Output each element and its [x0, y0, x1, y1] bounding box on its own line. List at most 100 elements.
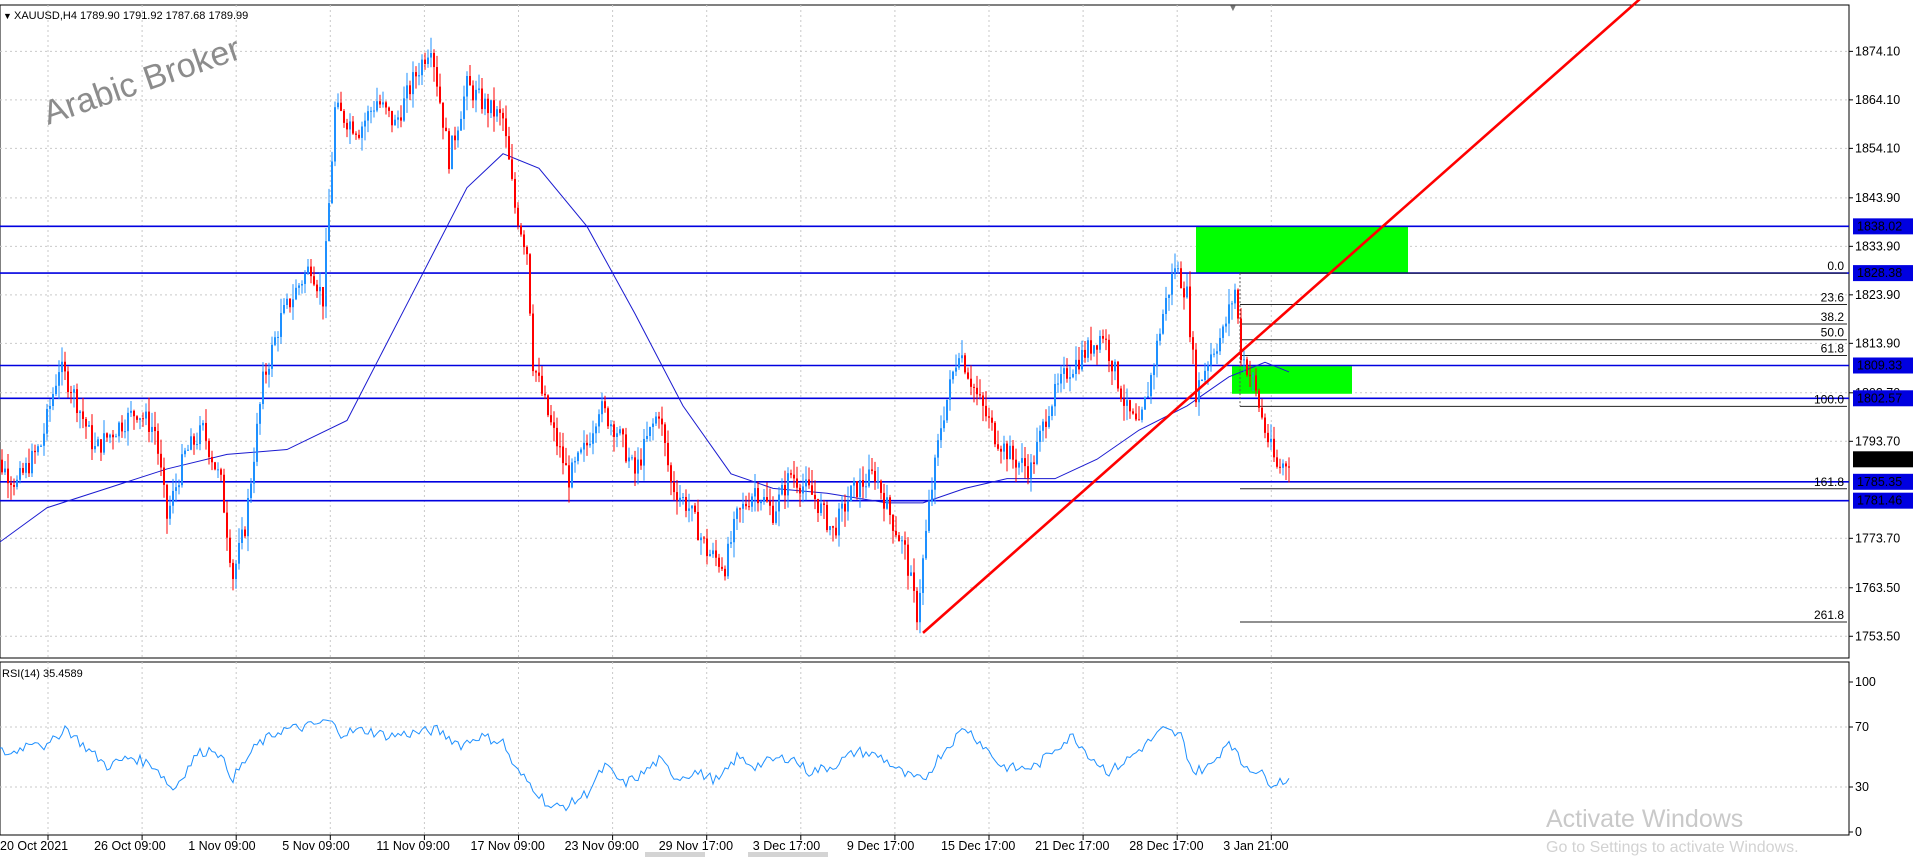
lower-zone[interactable]: [1232, 366, 1352, 394]
candle-body: [919, 592, 921, 623]
candle-body: [790, 473, 792, 475]
candle-body: [730, 542, 732, 544]
candle-body: [451, 135, 453, 170]
candle-body: [1057, 383, 1059, 385]
level-price-tag: [1853, 492, 1913, 509]
chart-shift-marker-icon[interactable]: ▼: [1228, 3, 1238, 14]
candle-body: [337, 102, 339, 108]
candle-body: [736, 508, 738, 519]
candle-body: [97, 439, 99, 447]
candle-body: [574, 461, 576, 463]
time-axis[interactable]: 20 Oct 2021 26 Oct 09:00 1 Nov 09:00 5 Nov …: [0, 835, 1289, 853]
candle-body: [679, 497, 681, 501]
candle-body: [727, 543, 729, 577]
candle-body: [1273, 438, 1275, 458]
candle-body: [496, 109, 498, 117]
scroll-marker[interactable]: [748, 852, 828, 857]
candle-body: [739, 508, 741, 510]
candle-body: [418, 75, 420, 77]
candle-body: [940, 428, 942, 441]
candle-body: [1183, 288, 1185, 298]
header-arrow-icon[interactable]: ▼: [3, 11, 12, 21]
rsi-line[interactable]: [0, 719, 1290, 812]
fib-level-label: 0.0: [1827, 259, 1844, 273]
candle-body: [1144, 397, 1146, 410]
candle-body: [1138, 419, 1140, 421]
candle-body: [922, 558, 924, 593]
candle-body: [1114, 361, 1116, 372]
price-axis[interactable]: 1874.10 1864.10 1854.10 1843.90 1833.90 1823.…: [1849, 44, 1913, 643]
candle-body: [187, 449, 189, 451]
scroll-marker[interactable]: [645, 852, 705, 857]
candle-body: [1222, 326, 1224, 338]
candle-body: [997, 444, 999, 449]
candle-body: [1186, 286, 1188, 298]
candle-body: [1066, 368, 1068, 379]
candle-body: [595, 426, 597, 434]
candle-body: [532, 313, 534, 372]
candle-body: [583, 442, 585, 450]
candle-body: [40, 445, 42, 447]
candle-body: [928, 501, 930, 531]
candle-body: [808, 479, 810, 486]
candle-body: [604, 401, 606, 409]
candle-body: [280, 313, 282, 337]
trendline-line[interactable]: [922, 0, 1646, 634]
candle-body: [520, 225, 522, 235]
candle-body: [901, 540, 903, 542]
candle-body: [823, 503, 825, 505]
candle-body: [622, 429, 624, 435]
candle-body: [265, 371, 267, 375]
price-tag-label: 1785.35: [1857, 475, 1902, 489]
level-price-tag: [1853, 473, 1913, 490]
candle-body: [613, 424, 615, 437]
candle-body: [1039, 430, 1041, 442]
candle-body: [1264, 417, 1266, 433]
candle-body: [949, 379, 951, 400]
candle-body: [421, 59, 423, 76]
candle-body: [514, 178, 516, 208]
candle-body: [502, 112, 504, 119]
candle-body: [1105, 338, 1107, 340]
candle-body: [325, 241, 327, 307]
candle-body: [115, 436, 117, 438]
candle-body: [376, 101, 378, 111]
candle-body: [625, 434, 627, 462]
candle-body: [598, 414, 600, 427]
candle-body: [973, 386, 975, 388]
candle-body: [1096, 345, 1098, 350]
candle-body: [289, 298, 291, 308]
candle-body: [1234, 289, 1236, 304]
candle-body: [1120, 388, 1122, 400]
candle-body: [484, 98, 486, 110]
candle-body: [670, 465, 672, 483]
candle-body: [166, 484, 168, 519]
trendline: [922, 0, 1646, 634]
candle-body: [718, 557, 720, 567]
candle-body: [94, 446, 96, 450]
candle-body: [127, 412, 129, 432]
candle-body: [202, 422, 204, 426]
candle-body: [1006, 443, 1008, 460]
candle-body: [160, 453, 162, 468]
candle-body: [898, 535, 900, 542]
candle-body: [229, 537, 231, 563]
price-tick-label: 1843.90: [1855, 191, 1900, 205]
candle-body: [331, 161, 333, 204]
candle-body: [499, 109, 501, 113]
candle-body: [616, 433, 618, 437]
rsi-indicator: 100 70 30 0: [0, 675, 1876, 839]
price-tag-label: 1789.99: [1857, 452, 1902, 466]
candle-body: [1228, 304, 1230, 324]
candle-body: [694, 505, 696, 512]
candle-body: [1135, 413, 1137, 420]
candle-body: [52, 394, 54, 406]
candle-body: [601, 401, 603, 415]
candle-body: [1162, 313, 1164, 334]
candle-body: [457, 130, 459, 141]
candle-body: [76, 389, 78, 414]
candle-body: [760, 501, 762, 504]
time-tick-label: 20 Oct 2021: [0, 839, 68, 853]
candle-body: [982, 395, 984, 406]
candle-body: [1078, 359, 1080, 370]
